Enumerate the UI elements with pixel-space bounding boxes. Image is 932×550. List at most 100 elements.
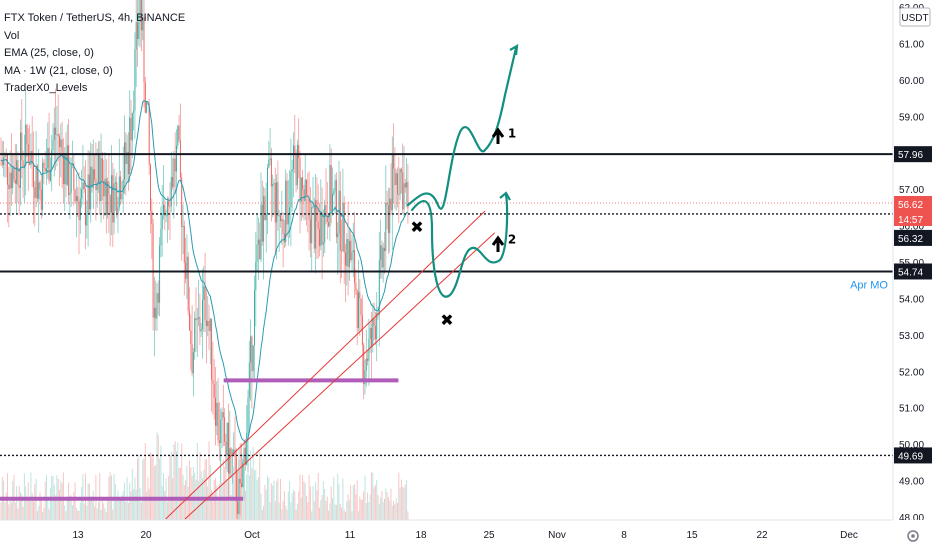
volume-bar [358, 511, 359, 520]
time-tick-label: Oct [244, 530, 260, 541]
candle-body [354, 250, 356, 284]
candle-body [381, 245, 383, 268]
time-tick-label: 11 [345, 530, 356, 541]
volume-bar [342, 478, 344, 520]
candle-body [316, 200, 318, 222]
volume-bar [151, 453, 153, 520]
volume-bar [4, 502, 6, 520]
candle-body [287, 214, 289, 225]
indicator-ma-weekly[interactable]: MA · 1W (21, close, 0) [4, 64, 113, 77]
volume-bar [72, 505, 73, 520]
volume-bar [207, 486, 209, 520]
volume-bar [387, 497, 389, 520]
candle-body [295, 153, 297, 186]
candle-body [265, 214, 267, 221]
candle-body [134, 49, 136, 111]
candle-body [12, 167, 14, 189]
price-tick-label: 54.00 [899, 294, 924, 305]
candle-body [153, 307, 155, 318]
volume-bar [88, 483, 90, 520]
volume-bar [250, 450, 252, 520]
candle-body [155, 307, 157, 319]
volume-bar [94, 506, 96, 520]
volume-bar [43, 507, 45, 520]
volume-bar [363, 491, 365, 520]
volume-bar [324, 488, 326, 520]
candle-body [330, 165, 332, 212]
volume-bar [394, 504, 396, 520]
volume-bar [315, 482, 317, 520]
chart-legend: FTX Token / TetherUS, 4h, BINANCE Vol EM… [4, 10, 185, 98]
symbol-title[interactable]: FTX Token / TetherUS, 4h, BINANCE [4, 12, 186, 24]
volume-bar [18, 486, 20, 520]
candle-body [217, 402, 219, 441]
candle-body [118, 176, 120, 208]
candle-body [234, 449, 236, 458]
candle-body [229, 448, 231, 474]
candle-body [96, 183, 98, 191]
time-tick-label: 15 [686, 530, 698, 541]
candle-body [31, 150, 33, 164]
volume-bar [129, 482, 131, 520]
candle-body [108, 181, 110, 195]
volume-bar [65, 511, 67, 520]
candle-body [129, 117, 131, 175]
candle-body [290, 171, 292, 208]
volume-bar [53, 484, 55, 520]
volume-bar [280, 478, 281, 520]
candle-body [190, 330, 192, 345]
candle-body [220, 419, 222, 443]
volume-bar [273, 480, 275, 520]
candle-body [324, 205, 326, 243]
volume-bar [256, 479, 258, 520]
volume-bar [31, 493, 33, 520]
indicator-levels[interactable]: TraderX0_Levels [4, 82, 88, 94]
candle-body [205, 320, 207, 327]
volume-bar [291, 493, 293, 520]
volume-bar [9, 500, 11, 520]
apr-mo-label: Apr MO [850, 279, 888, 291]
volume-bar [399, 487, 401, 520]
candle-body [294, 145, 296, 154]
channel-line [165, 210, 486, 520]
candle-body [151, 210, 153, 224]
volume-bar [321, 495, 323, 520]
volume-bar [91, 496, 93, 520]
price-tag-label: 56.62 [898, 200, 923, 211]
volume-bar [30, 472, 32, 520]
volume-bar [34, 484, 36, 520]
volume-bar [325, 500, 327, 520]
volume-bar [14, 502, 16, 520]
candle-body [49, 169, 51, 181]
indicator-volume[interactable]: Vol [4, 29, 20, 42]
candle-body [69, 192, 71, 196]
candle-body [36, 165, 38, 199]
volume-bar [98, 502, 99, 520]
candle-body [179, 140, 181, 178]
candle-body [144, 82, 146, 113]
candle-body [315, 200, 317, 249]
indicator-ema[interactable]: EMA (25, close, 0) [4, 47, 94, 59]
candle-body [399, 168, 401, 195]
candle-body [22, 160, 24, 169]
volume-bar [124, 482, 125, 520]
candle-body [138, 22, 140, 39]
candle-body [161, 214, 163, 230]
candle-body [17, 160, 19, 186]
candle-body [403, 183, 405, 210]
time-tick-label: 13 [72, 530, 84, 541]
volume-bar [354, 484, 356, 520]
volume-bar [69, 496, 71, 520]
price-tick-label: 50.00 [899, 440, 924, 451]
candle-body [333, 191, 335, 194]
volume-bar [10, 502, 12, 520]
projection-path [406, 46, 518, 210]
volume-bar [380, 497, 382, 520]
volume-bar [20, 492, 21, 520]
candle-body [343, 203, 345, 253]
candle-body [300, 177, 302, 202]
candle-body [269, 158, 271, 161]
volume-bar [42, 511, 44, 520]
volume-bar [367, 492, 369, 520]
